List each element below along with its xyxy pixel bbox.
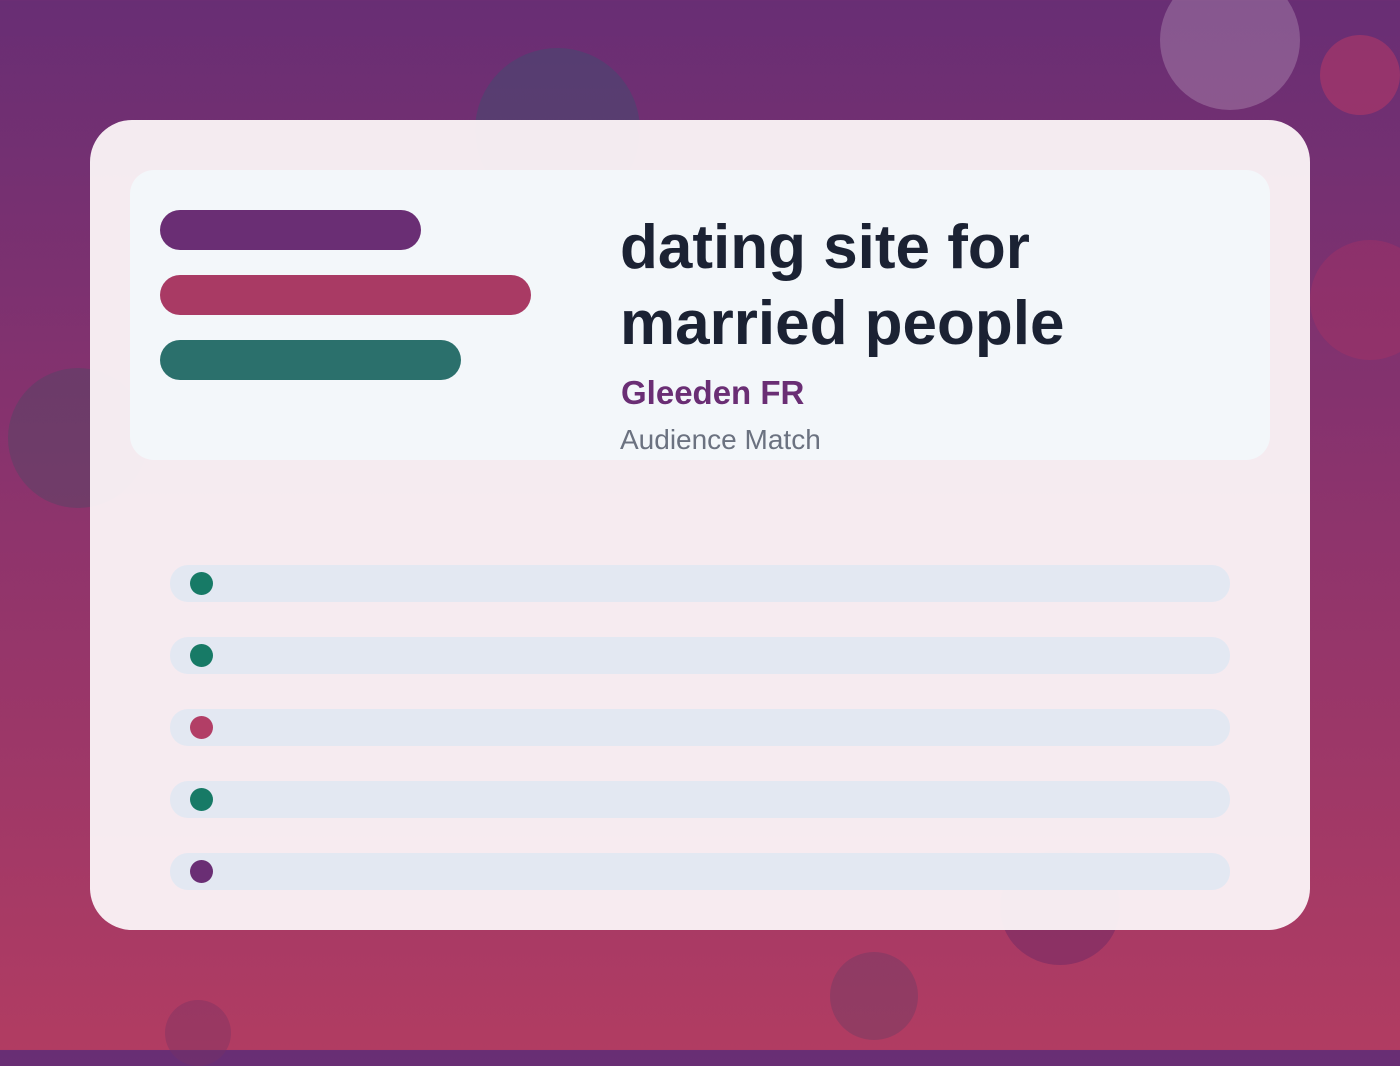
logo-bar [160, 340, 461, 380]
decor-circle [830, 952, 918, 1040]
title: dating site for married people [620, 213, 1065, 358]
logo-bar [160, 210, 421, 250]
subtitle: Audience Match [620, 424, 821, 455]
list-row [170, 781, 1230, 818]
status-dot [190, 860, 213, 883]
status-dot [190, 572, 213, 595]
logo-bar [160, 275, 531, 315]
status-dot [190, 644, 213, 667]
decor-circle [1320, 35, 1400, 115]
status-dot [190, 788, 213, 811]
list-row [170, 637, 1230, 674]
list-row [170, 565, 1230, 602]
brand: Gleeden FR [621, 374, 805, 411]
decor-circle [165, 1000, 231, 1066]
list-row [170, 853, 1230, 890]
decor-circle [1310, 240, 1400, 360]
list-row [170, 709, 1230, 746]
decor-circle [1160, 0, 1300, 110]
status-dot [190, 716, 213, 739]
